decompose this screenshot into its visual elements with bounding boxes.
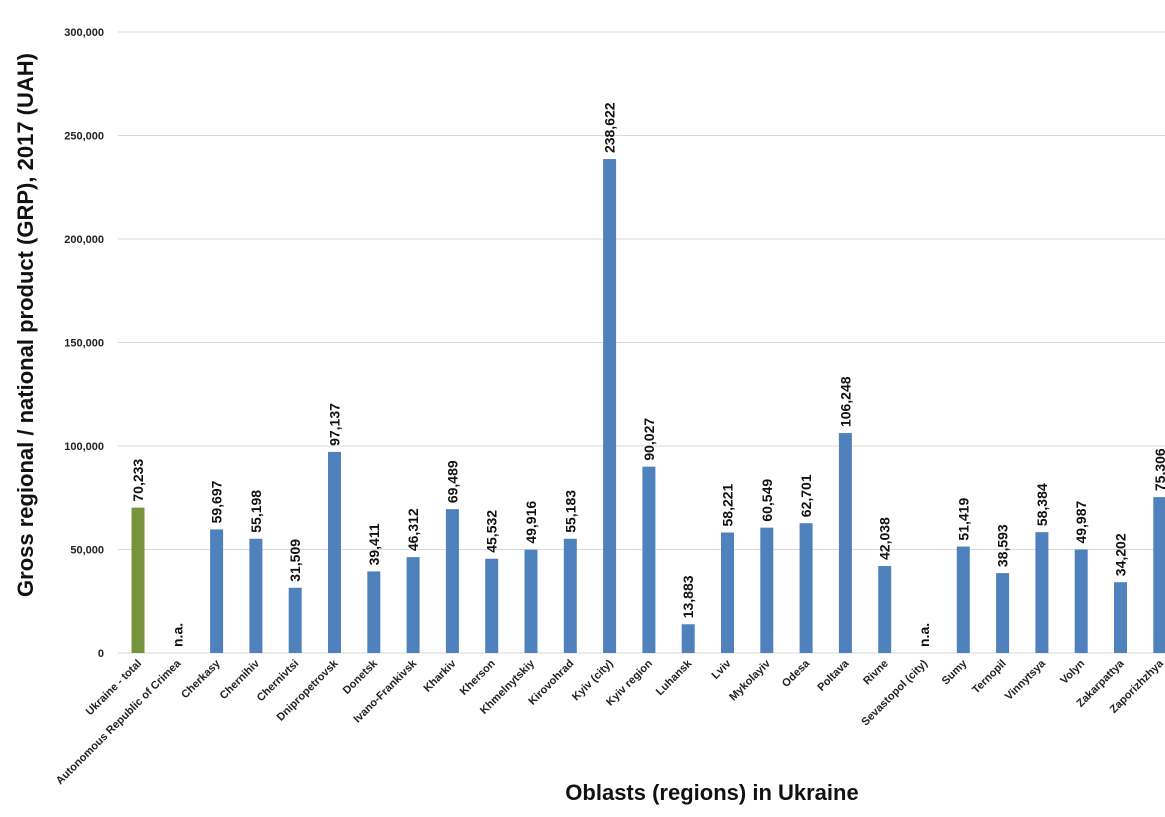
data-label: 58,221	[720, 483, 736, 526]
bar	[445, 509, 459, 653]
data-label: 34,202	[1113, 533, 1129, 576]
bar	[131, 507, 145, 653]
data-label: 55,198	[248, 490, 264, 533]
bar	[799, 523, 813, 653]
data-label: 39,411	[366, 523, 382, 565]
y-tick-label: 0	[98, 648, 104, 660]
y-axis-ticks: 0 50,000 100,000 150,000 200,000 250,000 300,0…	[64, 27, 104, 660]
bar	[563, 538, 577, 653]
data-label: 69,489	[444, 460, 460, 503]
x-tick-label: Donetsk	[341, 657, 381, 697]
data-label: 42,038	[877, 517, 893, 560]
data-label: 55,183	[562, 490, 578, 533]
data-label: 59,697	[209, 480, 225, 523]
data-label: 58,384	[1034, 483, 1050, 526]
data-label: 70,233	[130, 459, 146, 502]
bar	[603, 159, 617, 653]
bar	[1114, 582, 1127, 653]
bar	[210, 529, 224, 653]
x-axis-title: Oblasts (regions) in Ukraine	[565, 780, 858, 805]
data-label: 97,137	[327, 403, 343, 446]
bar	[642, 466, 656, 653]
x-tick-label: Mykolayiv	[727, 657, 773, 703]
data-labels: 70,233 n.a. 59,697 55,198 31,509 97,137 39,411…	[130, 102, 1165, 647]
bar	[760, 527, 774, 653]
bar	[367, 571, 381, 653]
x-tick-label: Luhansk	[654, 657, 695, 698]
bar	[1035, 532, 1049, 653]
data-label: 49,916	[523, 501, 539, 544]
bar	[328, 451, 341, 653]
data-label: n.a.	[916, 623, 932, 647]
x-tick-label: Volyn	[1058, 657, 1087, 686]
data-label: 90,027	[641, 418, 657, 461]
x-tick-label: Cherkasy	[179, 657, 223, 701]
data-label: 62,701	[798, 474, 814, 517]
bar	[681, 624, 695, 653]
bar	[406, 557, 420, 653]
x-tick-label: Rivne	[861, 658, 891, 688]
y-tick-label: 50,000	[70, 545, 104, 557]
data-label: 46,312	[405, 508, 421, 551]
x-tick-label: Kharkiv	[421, 657, 459, 695]
bar	[996, 573, 1010, 653]
bar	[838, 433, 852, 653]
x-tick-label: Sumy	[940, 657, 970, 687]
data-label: 38,593	[995, 524, 1011, 567]
data-label: 106,248	[837, 376, 853, 427]
bar	[524, 549, 538, 653]
x-tick-label: Odesa	[780, 657, 813, 690]
data-label: 238,622	[602, 102, 618, 153]
bar	[956, 546, 970, 653]
data-label: n.a.	[169, 623, 185, 647]
bar	[1153, 497, 1165, 653]
x-tick-label: Poltava	[815, 657, 852, 694]
bar	[249, 538, 263, 653]
gridlines	[118, 31, 1165, 654]
y-tick-label: 200,000	[64, 234, 104, 246]
bar	[485, 558, 499, 653]
data-label: 51,419	[955, 498, 971, 541]
bar	[288, 587, 302, 653]
x-tick-label: Sevastopol (city)	[859, 657, 930, 728]
y-tick-label: 100,000	[64, 441, 104, 453]
y-axis-title: Gross regional / national product (GRP),…	[13, 53, 38, 597]
x-tick-label: Ternopil	[970, 658, 1009, 697]
data-label: 13,883	[680, 575, 696, 618]
y-tick-label: 150,000	[64, 338, 104, 350]
data-label: 75,306	[1152, 448, 1165, 491]
bar	[721, 532, 734, 653]
y-tick-label: 250,000	[64, 131, 104, 143]
data-label: 31,509	[287, 539, 303, 582]
data-label: 49,987	[1073, 500, 1089, 543]
data-label: 45,532	[484, 510, 500, 553]
x-tick-label: Vinnytsya	[1003, 657, 1049, 703]
bars	[131, 159, 1165, 653]
bar	[878, 565, 892, 653]
y-tick-label: 300,000	[64, 27, 104, 39]
x-tick-label: Kherson	[458, 657, 498, 697]
data-label: 60,549	[759, 479, 775, 522]
x-tick-label: Lviv	[710, 657, 735, 682]
bar	[1074, 549, 1088, 653]
